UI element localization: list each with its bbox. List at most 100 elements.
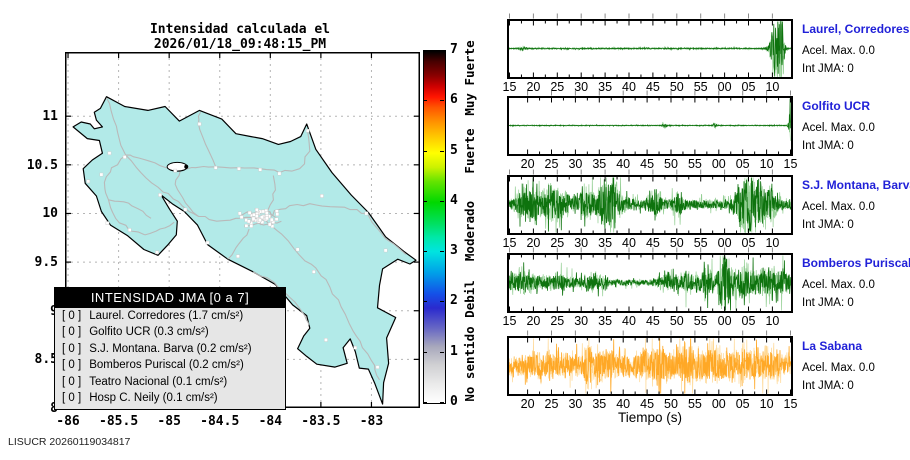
station-marker — [275, 212, 280, 217]
time-axis-label: Tiempo (s) — [617, 410, 682, 425]
time-tick-label: 40 — [616, 397, 631, 411]
legend-item-station: Laurel. Corredores (1.7 cm/s²) — [89, 310, 244, 322]
seismogram-panel: 15 20 25 30 35 40 45 50 55 00 05 10 S.J. Montana, Ba… — [503, 169, 910, 257]
road — [264, 203, 368, 221]
station-marker — [383, 248, 388, 253]
time-tick-label: 55 — [693, 80, 708, 94]
station-marker — [267, 222, 272, 227]
time-tick-label: 40 — [622, 314, 636, 328]
intensity-colorbar — [423, 50, 446, 404]
station-marker — [86, 179, 91, 184]
station-marker — [246, 219, 251, 224]
time-tick-label: 20 — [520, 157, 535, 171]
time-tick-label: 00 — [717, 80, 732, 94]
time-tick-label: 25 — [550, 80, 565, 94]
station-marker — [269, 217, 274, 222]
station-marker — [255, 208, 259, 212]
lon-tick-label: -85.5 — [99, 414, 139, 429]
waveform-trace — [509, 21, 791, 77]
time-tick-label: 45 — [645, 80, 660, 94]
colorbar-tick-mark — [423, 402, 427, 403]
station-marker — [261, 209, 266, 214]
colorbar-tick-mark — [423, 351, 427, 353]
time-tick-label: 45 — [640, 157, 655, 171]
colorbar-tick-mark — [440, 100, 444, 102]
waveform-trace — [509, 338, 791, 394]
colorbar-tick-mark — [440, 301, 444, 303]
colorbar-tick-label: 2 — [450, 293, 458, 309]
lat-tick-label: 10.5 — [26, 157, 58, 173]
station-marker — [251, 216, 256, 221]
legend-item-station: Hosp C. Neily (0.1 cm/s²) — [89, 392, 218, 405]
legend-title: INTENSIDAD JMA [0 a 7] — [55, 288, 285, 308]
seismogram-panel: 15 20 25 30 35 40 45 50 55 00 05 10 Laurel, Corredor… — [503, 13, 910, 101]
legend-item-station: Golfito UCR (0.3 cm/s²) — [89, 326, 209, 339]
time-tick-label: 15 — [783, 397, 798, 411]
time-tick-label: 35 — [598, 80, 613, 94]
lon-tick-label: -84 — [258, 414, 283, 429]
costa-rica-landmass — [72, 96, 417, 405]
station-marker — [107, 151, 112, 155]
time-tick-label: 15 — [502, 236, 517, 250]
lat-tick-label: 11 — [42, 109, 58, 125]
legend-item-intensity: [ 0 ] — [62, 392, 82, 405]
colorbar-tick-mark — [423, 150, 427, 152]
legend-item-intensity: [ 0 ] — [62, 342, 82, 355]
time-tick-label: 10 — [765, 314, 780, 328]
waveform-plot — [507, 169, 793, 235]
colorbar-tick-label: 4 — [450, 192, 458, 208]
station-marker — [213, 165, 218, 170]
time-tick-label: 50 — [669, 236, 684, 250]
colorbar-tick-label: 0 — [450, 394, 458, 409]
colorbar-tick-label: 5 — [450, 142, 458, 158]
time-tick-label: 45 — [645, 314, 660, 328]
time-tick-label: 25 — [550, 236, 565, 250]
time-tick-label: 30 — [574, 236, 589, 250]
legend-item: [ 0 ] S.J. Montana. Barva (0.2 cm/s²) — [55, 341, 285, 357]
time-tick-label: 30 — [568, 397, 583, 411]
time-tick-label: 20 — [526, 236, 541, 250]
waveform-plot — [507, 247, 793, 313]
time-tick-label: 35 — [598, 236, 613, 250]
road — [264, 219, 380, 381]
map-title: Intensidad calculada el 2026/01/18_09:48… — [149, 22, 330, 52]
watermark: LISUCR 20260119034817 — [8, 436, 131, 448]
legend-item: [ 0 ] Hosp C. Neily (0.1 cm/s²) — [55, 390, 285, 406]
time-tick-label: 10 — [765, 80, 780, 94]
station-accel-max: Acel. Max. 0.0 — [802, 279, 875, 291]
waveform-plot — [507, 90, 793, 156]
waveform-plot — [507, 330, 793, 396]
legend-item-intensity: [ 0 ] — [62, 375, 82, 388]
legend-item-station: Teatro Nacional (0.1 cm/s²) — [89, 375, 228, 388]
legend-item: [ 0 ] Golfito UCR (0.3 cm/s²) — [55, 324, 285, 340]
legend-item-station: S.J. Montana. Barva (0.2 cm/s²) — [89, 342, 252, 355]
time-tick-label: 50 — [669, 314, 684, 328]
station-marker — [255, 214, 259, 218]
station-accel-max: Acel. Max. 0.0 — [802, 45, 875, 57]
legend-item: [ 0 ] Bomberos Puriscal (0.2 cm/s²) — [55, 357, 285, 373]
costa-rica-map: INTENSIDAD JMA [0 a 7] [ 0 ] Laurel. Corr… — [54, 52, 420, 410]
time-tick-label: 10 — [765, 236, 780, 250]
road — [252, 271, 310, 326]
time-tick-label: 55 — [693, 314, 708, 328]
time-tick-label: 40 — [622, 80, 636, 94]
station-name: Laurel, Corredores — [802, 22, 910, 36]
station-marker — [237, 166, 241, 171]
intensity-legend: INTENSIDAD JMA [0 a 7] [ 0 ] Laurel. Corr… — [54, 287, 286, 410]
colorbar-tick-mark — [440, 251, 444, 253]
station-marker — [375, 365, 380, 369]
station-marker — [122, 155, 127, 159]
colorbar-tick-label: 1 — [450, 343, 458, 359]
waveform-plot — [507, 13, 793, 79]
time-tick-label: 00 — [717, 236, 732, 250]
time-tick-label: 30 — [574, 314, 589, 328]
time-tick-label: 25 — [550, 314, 565, 328]
legend-item-intensity: [ 0 ] — [62, 359, 82, 372]
station-accel-max: Acel. Max. 0.0 — [802, 122, 875, 134]
station-marker — [244, 223, 249, 228]
seismogram-panel: 15 20 25 30 35 40 45 50 55 00 05 10 Bomberos Purisca… — [503, 247, 910, 335]
time-tick-label: 10 — [759, 397, 774, 411]
legend-item: [ 0 ] Teatro Nacional (0.1 cm/s²) — [55, 374, 285, 390]
station-marker — [320, 194, 324, 198]
